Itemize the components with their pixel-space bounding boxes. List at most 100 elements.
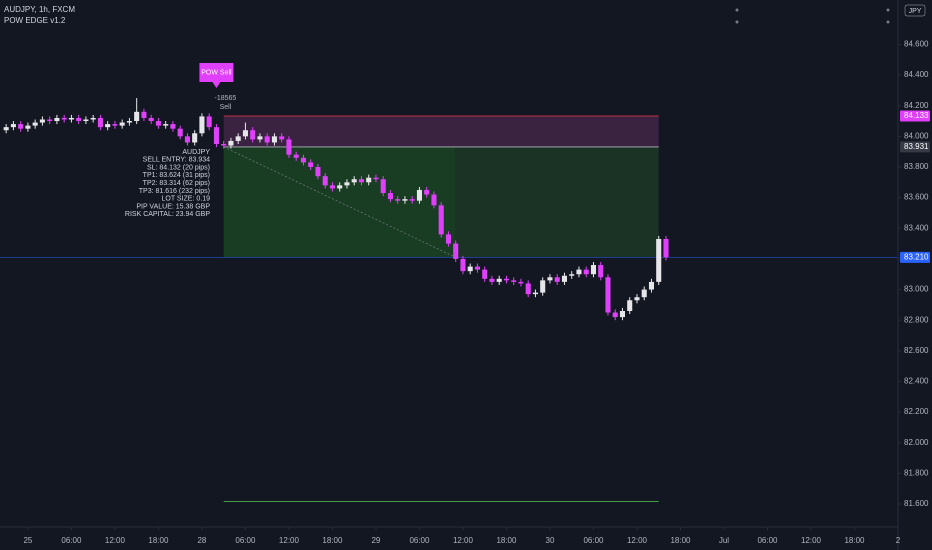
candle-body bbox=[554, 277, 560, 282]
candle-body bbox=[438, 205, 444, 235]
candle-body bbox=[76, 117, 82, 122]
candle-body bbox=[68, 117, 74, 120]
candle-body bbox=[286, 139, 292, 155]
candle-body bbox=[184, 136, 190, 143]
candle-body bbox=[598, 265, 604, 278]
candle-body bbox=[250, 130, 256, 140]
info-line: AUDJPY bbox=[182, 149, 210, 156]
candle-body bbox=[97, 117, 103, 128]
y-tick-label: 84.400 bbox=[904, 70, 929, 79]
candle-body bbox=[61, 117, 67, 120]
candle-body bbox=[47, 119, 53, 122]
info-line: SELL ENTRY: 83.934 bbox=[143, 157, 210, 164]
candle-body bbox=[119, 122, 125, 126]
x-tick-label: 06:00 bbox=[61, 536, 82, 545]
x-tick-label: Jul bbox=[719, 536, 729, 545]
candle-body bbox=[445, 234, 451, 244]
candle-body bbox=[18, 124, 24, 129]
candle-body bbox=[235, 136, 241, 141]
candle-body bbox=[648, 281, 655, 290]
candle-body bbox=[337, 185, 343, 189]
y-tick-label: 81.600 bbox=[904, 499, 929, 508]
candle-body bbox=[126, 121, 132, 123]
candle-body bbox=[380, 179, 386, 194]
candle-body bbox=[540, 280, 546, 293]
candle-body bbox=[3, 127, 9, 131]
candle-body bbox=[576, 269, 582, 275]
candle-body bbox=[105, 124, 111, 128]
candle-body bbox=[264, 136, 270, 143]
alert-icons bbox=[735, 8, 890, 24]
signal-label: POW Sell bbox=[201, 69, 232, 76]
trend-line bbox=[223, 146, 456, 258]
candle-body bbox=[482, 269, 488, 279]
candle-body bbox=[590, 265, 597, 275]
candle-body bbox=[329, 185, 335, 189]
candle-body bbox=[496, 278, 502, 282]
candle-body bbox=[134, 111, 140, 122]
candle-body bbox=[315, 166, 321, 177]
x-tick-label: 18:00 bbox=[148, 536, 169, 545]
price-tag-label: 83.210 bbox=[904, 252, 929, 261]
signal-bubble bbox=[199, 63, 234, 88]
candle-body bbox=[656, 238, 662, 282]
candle-body bbox=[605, 277, 611, 313]
candle-body bbox=[474, 266, 480, 270]
x-tick-label: 12:00 bbox=[453, 536, 474, 545]
candle-body bbox=[177, 128, 183, 137]
candle-body bbox=[39, 119, 45, 123]
y-tick-label: 82.000 bbox=[904, 438, 929, 447]
candle-body bbox=[344, 182, 350, 186]
candle-body bbox=[271, 136, 277, 143]
candle-body bbox=[387, 193, 393, 200]
signal-text: Sell bbox=[220, 104, 232, 111]
candle-body bbox=[308, 162, 314, 167]
candle-body bbox=[228, 140, 234, 146]
x-tick-label: 2 bbox=[896, 536, 901, 545]
candle-body bbox=[213, 127, 219, 145]
candle-body bbox=[569, 274, 575, 276]
currency-label: JPY bbox=[909, 8, 922, 15]
candle-body bbox=[511, 280, 517, 282]
candle-body bbox=[257, 136, 263, 140]
candle-body bbox=[221, 144, 227, 146]
candle-body bbox=[10, 124, 16, 128]
candle-body bbox=[242, 130, 248, 137]
x-tick-label: 25 bbox=[23, 536, 32, 545]
candle-body bbox=[141, 111, 147, 118]
candle-body bbox=[431, 194, 437, 206]
currency-badge[interactable] bbox=[904, 4, 926, 17]
signal-id: -18565 bbox=[215, 95, 237, 102]
x-tick-label: 28 bbox=[197, 536, 206, 545]
candle-body bbox=[518, 281, 524, 284]
candle-body bbox=[112, 124, 118, 126]
candle-body bbox=[54, 117, 60, 122]
candle-body bbox=[525, 283, 531, 295]
candle-body bbox=[467, 266, 473, 272]
candle-body bbox=[634, 297, 640, 301]
stop-zone bbox=[223, 115, 659, 147]
y-tick-label: 82.600 bbox=[904, 346, 929, 355]
info-line: TP1: 83.624 (31 pips) bbox=[143, 172, 210, 179]
candle-body bbox=[561, 275, 568, 282]
plot-area bbox=[0, 98, 898, 502]
candle-body bbox=[503, 278, 509, 281]
price-tag bbox=[900, 110, 930, 122]
y-tick-label: 82.200 bbox=[904, 407, 929, 416]
candle-body bbox=[155, 121, 161, 126]
candle-body bbox=[163, 124, 169, 126]
candle-body bbox=[148, 117, 154, 122]
x-tick-label: 12:00 bbox=[801, 536, 822, 545]
info-line: TP3: 81.616 (232 pips) bbox=[139, 188, 210, 195]
candle-body bbox=[409, 199, 415, 201]
x-tick-label: 12:00 bbox=[627, 536, 648, 545]
candle-body bbox=[395, 199, 401, 201]
x-tick-label: 12:00 bbox=[105, 536, 126, 545]
info-line: RISK CAPITAL: 23.94 GBP bbox=[125, 211, 210, 218]
profit-zone bbox=[455, 146, 659, 258]
x-tick-label: 12:00 bbox=[279, 536, 300, 545]
candle-body bbox=[170, 124, 176, 129]
candle-body bbox=[489, 278, 495, 282]
candle-body bbox=[206, 116, 212, 128]
candle-body bbox=[612, 312, 618, 318]
